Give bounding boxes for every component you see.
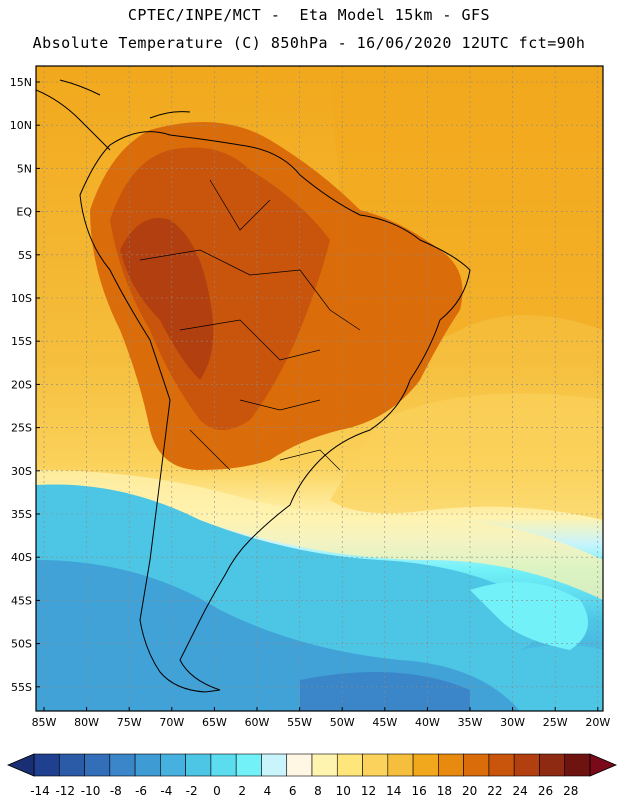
longitude-labels: 85W 80W 75W 70W 65W 60W 55W 50W 45W 40W 35W 30W 25W 2… — [32, 707, 610, 729]
map-frame — [35, 65, 604, 712]
central-america-coastline — [36, 79, 191, 151]
lon-label: 70W — [159, 716, 184, 729]
colorbar-label: -12 — [55, 784, 75, 798]
colorbar-swatch — [488, 753, 515, 777]
lon-label: 20W — [585, 716, 610, 729]
lon-label: 40W — [415, 716, 440, 729]
colorbar-swatch — [261, 753, 288, 777]
colorbar-swatch — [387, 753, 414, 777]
chart-title-line2: Absolute Temperature (C) 850hPa - 16/06/… — [32, 34, 586, 52]
colorbar-swatch — [336, 753, 363, 777]
colorbar-label: 18 — [437, 784, 452, 798]
colorbar-label: 4 — [264, 784, 272, 798]
colorbar-swatch — [109, 753, 136, 777]
lon-label: 45W — [372, 716, 397, 729]
lat-label: 15S — [11, 335, 32, 348]
colorbar-swatch — [235, 753, 262, 777]
colorbar-label: 2 — [238, 784, 246, 798]
lat-label: 10S — [11, 292, 32, 305]
colorbar-label: 10 — [336, 784, 351, 798]
colorbar-label: -4 — [160, 784, 172, 798]
colorbar-label: -2 — [186, 784, 198, 798]
latitude-labels: 15N 10N 5N EQ 5S 10S 15S 20S 25S 30S 35S 40S 45S 50S 5… — [10, 76, 40, 694]
colorbar-label: -6 — [135, 784, 147, 798]
lon-label: 35W — [458, 716, 483, 729]
chart-title-line1: CPTEC/INPE/MCT - Eta Model 15km - GFS — [127, 6, 491, 24]
colorbar-swatch — [564, 753, 591, 777]
lon-label: 75W — [117, 716, 142, 729]
lat-label: 45S — [11, 594, 32, 607]
colorbar-swatch — [311, 753, 338, 777]
colorbar-label: 8 — [314, 784, 322, 798]
ocean-mid-band — [330, 393, 603, 520]
colorbar-label: 22 — [487, 784, 502, 798]
continent-hottest-core — [120, 218, 214, 380]
colorbar-swatch — [58, 753, 85, 777]
colorbar-swatch — [513, 753, 540, 777]
colorbar-label: 24 — [513, 784, 528, 798]
colorbar-label: 0 — [213, 784, 221, 798]
country-borders — [139, 179, 361, 471]
colorbar-labels: -14 -12 -10 -8 -6 -4 -2 0 2 4 6 8 10 12 14 16 18 20 22 24 26… — [30, 784, 578, 798]
lat-label: 40S — [11, 551, 32, 564]
lon-label: 50W — [330, 716, 355, 729]
colorbar-label: 28 — [563, 784, 578, 798]
colorbar-upper-arrow — [589, 753, 618, 777]
lat-label: 5S — [18, 249, 32, 262]
temperature-map: 15N 10N 5N EQ 5S 10S 15S 20S 25S 30S 35S 40S 45S 50S 5… — [10, 65, 610, 729]
colorbar-label: 20 — [462, 784, 477, 798]
lat-label: 25S — [11, 422, 32, 435]
lon-label: 65W — [202, 716, 227, 729]
lat-label: 35S — [11, 508, 32, 521]
colorbar-label: 6 — [289, 784, 297, 798]
colorbar-label: 16 — [411, 784, 426, 798]
south-america-coastline — [79, 131, 471, 693]
lat-label: EQ — [16, 206, 32, 219]
colorbar-label: 12 — [361, 784, 376, 798]
lon-label: 85W — [32, 716, 57, 729]
colorbar-lower-arrow — [6, 753, 35, 777]
colorbar-label: -10 — [81, 784, 101, 798]
colorbar-swatch — [33, 753, 60, 777]
lat-label: 55S — [11, 681, 32, 694]
lat-label: 15N — [10, 76, 32, 89]
colorbar-swatch — [362, 753, 389, 777]
colorbar-swatch — [412, 753, 439, 777]
lat-label: 50S — [11, 638, 32, 651]
ocean-front-band — [36, 470, 603, 600]
lon-label: 30W — [500, 716, 525, 729]
colorbar-label: -14 — [30, 784, 50, 798]
colorbar-swatch — [134, 753, 161, 777]
lon-label: 25W — [543, 716, 568, 729]
colorbar-swatch — [539, 753, 566, 777]
colorbar-swatch — [463, 753, 490, 777]
colorbar: -14 -12 -10 -8 -6 -4 -2 0 2 4 6 8 10 12 14 16 18 20 22 24 26… — [6, 753, 618, 798]
lat-label: 10N — [10, 119, 32, 132]
lon-label: 60W — [245, 716, 270, 729]
colorbar-label: 26 — [538, 784, 553, 798]
colorbar-swatch — [210, 753, 237, 777]
colorbar-swatch — [286, 753, 313, 777]
continent-hot-core — [110, 147, 330, 430]
cold-lobe — [470, 582, 588, 650]
colorbar-swatch — [185, 753, 212, 777]
colorbar-swatch — [438, 753, 464, 777]
lat-label: 20S — [11, 378, 32, 391]
colorbar-swatch — [160, 753, 186, 777]
colorbar-label: 14 — [386, 784, 401, 798]
lat-label: 5N — [17, 162, 32, 175]
lat-label: 30S — [11, 465, 32, 478]
colorbar-swatch — [84, 753, 111, 777]
colorbar-label: -8 — [110, 784, 122, 798]
lon-label: 80W — [74, 716, 99, 729]
lon-label: 55W — [287, 716, 312, 729]
